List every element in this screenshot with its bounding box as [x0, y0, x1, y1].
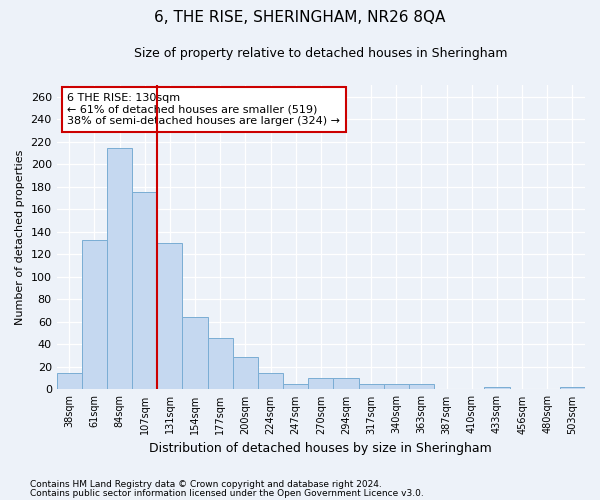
- Text: 6 THE RISE: 130sqm
← 61% of detached houses are smaller (519)
38% of semi-detach: 6 THE RISE: 130sqm ← 61% of detached hou…: [67, 93, 340, 126]
- Text: Contains public sector information licensed under the Open Government Licence v3: Contains public sector information licen…: [30, 489, 424, 498]
- Y-axis label: Number of detached properties: Number of detached properties: [15, 150, 25, 325]
- Bar: [258, 372, 283, 390]
- Bar: [560, 387, 585, 390]
- Bar: [107, 148, 132, 390]
- Bar: [484, 387, 509, 390]
- Bar: [409, 384, 434, 390]
- Text: 6, THE RISE, SHERINGHAM, NR26 8QA: 6, THE RISE, SHERINGHAM, NR26 8QA: [154, 10, 446, 25]
- Bar: [334, 378, 359, 390]
- Title: Size of property relative to detached houses in Sheringham: Size of property relative to detached ho…: [134, 48, 508, 60]
- Bar: [56, 372, 82, 390]
- X-axis label: Distribution of detached houses by size in Sheringham: Distribution of detached houses by size …: [149, 442, 492, 455]
- Bar: [283, 384, 308, 390]
- Bar: [384, 384, 409, 390]
- Bar: [359, 384, 384, 390]
- Bar: [233, 357, 258, 390]
- Bar: [208, 338, 233, 390]
- Text: Contains HM Land Registry data © Crown copyright and database right 2024.: Contains HM Land Registry data © Crown c…: [30, 480, 382, 489]
- Bar: [132, 192, 157, 390]
- Bar: [308, 378, 334, 390]
- Bar: [82, 240, 107, 390]
- Bar: [182, 318, 208, 390]
- Bar: [157, 243, 182, 390]
